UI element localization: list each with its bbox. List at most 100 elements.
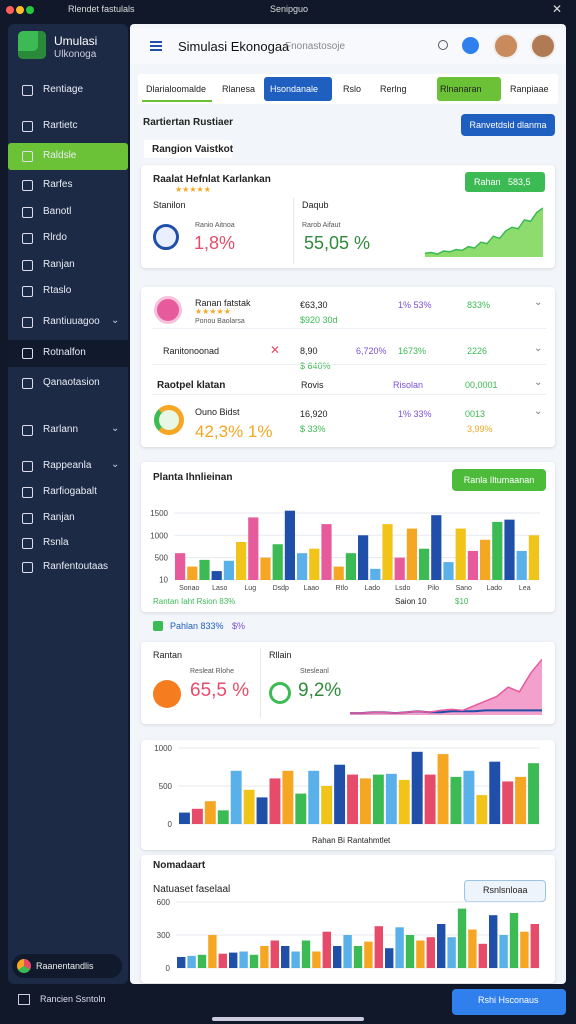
chevron: ⌄ [111, 459, 120, 470]
button[interactable]: Ranla Iltumaanan [452, 469, 546, 491]
bottom-action[interactable] [452, 989, 566, 1015]
bar [272, 544, 283, 580]
button[interactable]: Ranvetdsld dlanma [461, 114, 555, 136]
bar [394, 557, 405, 580]
x-tick-label: Lado [486, 585, 502, 592]
icon [154, 296, 182, 324]
label: Ranan fatstak [195, 298, 251, 308]
nav-item[interactable]: Rappeanla [43, 460, 92, 471]
nav-item[interactable]: Ranjan [43, 512, 75, 523]
bar [236, 542, 247, 580]
logo [18, 31, 46, 59]
tab[interactable]: Rlanesa [222, 84, 256, 94]
label: Planta Ihnlieinan [153, 472, 233, 483]
nav-item[interactable]: Banotl [43, 206, 72, 217]
label: Daqub [302, 200, 329, 210]
nav-icon [22, 180, 33, 191]
label: Rantan [153, 650, 183, 660]
label: Natuaset faselaal [153, 884, 231, 895]
nav-item[interactable]: Rotnalfon [43, 347, 86, 358]
bar [208, 935, 217, 968]
window-dot [26, 6, 34, 14]
donut [154, 405, 184, 435]
bar [187, 955, 196, 968]
highlight-nav [8, 340, 128, 367]
tab[interactable]: Hsondanale [270, 84, 319, 94]
label: Rartiertan Rustiaer [143, 117, 234, 128]
tab[interactable]: Rslo [343, 84, 362, 94]
nav-item[interactable]: Rsnla [43, 537, 69, 548]
nav-item[interactable]: Ranjan [43, 259, 75, 270]
bar [260, 946, 269, 968]
tab-active-green [437, 77, 501, 101]
bar [334, 764, 346, 824]
bar [353, 946, 363, 968]
y-tick-label: 600 [157, 898, 171, 907]
label: Rangion Vaistkot [152, 144, 234, 155]
bar [211, 571, 222, 580]
nav-item[interactable]: Qanaotasion [43, 377, 100, 388]
divider [260, 648, 261, 718]
tab[interactable]: Dlarialoomalde [146, 84, 207, 94]
nav-item[interactable]: Rarlann [43, 424, 79, 435]
bar [260, 557, 271, 580]
nav-item[interactable]: Rantiuuagoo [43, 316, 100, 327]
stars: ★★★★★ [175, 185, 211, 194]
nav-icon [22, 207, 33, 218]
nav-item[interactable]: Rartietc [43, 120, 78, 131]
bar [308, 770, 320, 824]
label: Simulasi Ekonogaa [178, 39, 290, 54]
bar [223, 560, 234, 580]
label: 3,99% [467, 424, 493, 434]
bar [504, 519, 515, 580]
bar [405, 935, 415, 968]
bar [478, 943, 487, 968]
notify-icon [462, 37, 479, 54]
badge[interactable] [465, 172, 545, 192]
label: 6,720% [356, 346, 387, 356]
trend-chart [350, 658, 542, 715]
y-tick-label: 1000 [154, 744, 172, 753]
label: 1,8% [194, 233, 236, 253]
y-tick-label: 1500 [150, 509, 168, 518]
bar [372, 774, 384, 824]
bar [463, 770, 475, 824]
nav-item[interactable]: Rarfiogabalt [43, 486, 97, 497]
row-divider [152, 364, 546, 365]
bar [358, 535, 369, 580]
nav-item[interactable]: Rarfes [43, 179, 73, 190]
row-chevron: ⌄ [534, 343, 543, 354]
tab[interactable]: Rerlng [380, 84, 407, 94]
nav-item[interactable]: Raldsle [43, 150, 77, 161]
bottom-icon [18, 994, 30, 1005]
bar [333, 566, 344, 580]
label: Fnonastosoje [285, 41, 346, 52]
x-tick-label: Lsdo [395, 585, 410, 592]
bar [321, 786, 333, 824]
label: 8,90 [300, 346, 318, 356]
bar [230, 770, 242, 824]
bar [248, 517, 259, 580]
label: $% [232, 621, 246, 631]
nav-item[interactable]: Rtaslo [43, 285, 72, 296]
tab[interactable]: Ranpiaae [510, 84, 549, 94]
tab[interactable]: Rlnanaran [440, 84, 482, 94]
x-tick-label: Lug [244, 585, 256, 592]
bar [322, 931, 331, 968]
label: 2226 [467, 346, 488, 356]
label: Risolan [393, 380, 424, 390]
bar [509, 913, 519, 968]
x-tick-label: Lado [364, 585, 380, 592]
nav-item[interactable]: Ranfentoutaas [43, 561, 109, 572]
bar [382, 524, 393, 580]
nav-item[interactable]: Rentiage [43, 84, 84, 95]
bar [370, 568, 381, 580]
gauge [153, 224, 179, 250]
bar [217, 810, 229, 824]
nav-icon [22, 317, 33, 328]
label: Stesleanl [300, 668, 329, 675]
close-icon: ✕ [552, 2, 563, 16]
bar [309, 548, 320, 580]
nav-item[interactable]: Rlrdo [43, 232, 67, 243]
